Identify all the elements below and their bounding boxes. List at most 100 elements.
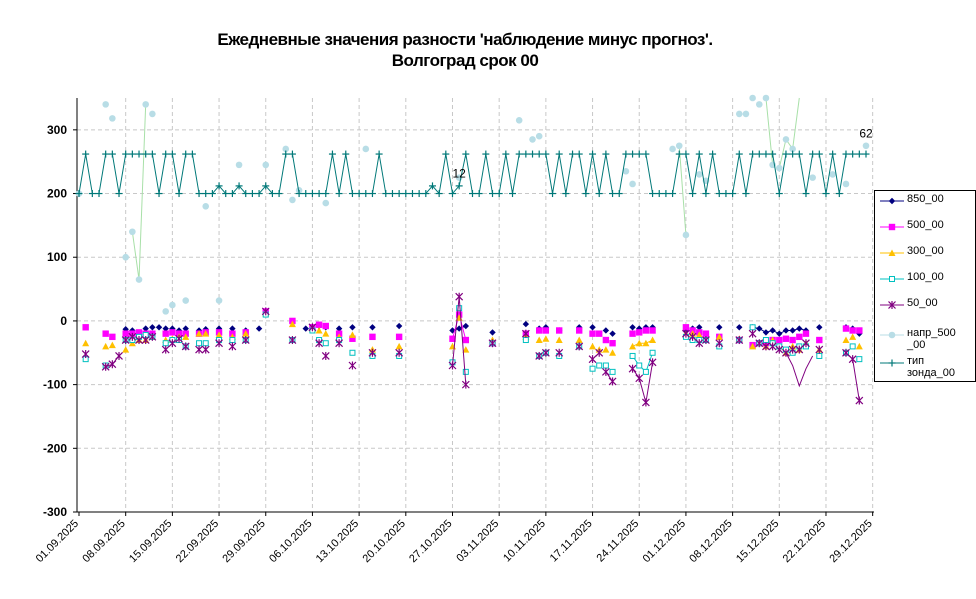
series-1-point xyxy=(462,336,470,344)
series-0-point xyxy=(636,325,643,332)
series-6-point xyxy=(402,190,410,198)
series-5-point xyxy=(149,110,156,118)
series-4-point xyxy=(141,336,150,345)
y-tick-label: 200 xyxy=(47,187,67,201)
series-3-point xyxy=(522,337,529,344)
series-4-point xyxy=(488,339,497,348)
series-1-point xyxy=(109,333,116,341)
series-4-point xyxy=(601,367,610,376)
series-6-point xyxy=(849,150,857,158)
series-4-point xyxy=(755,339,764,348)
series-2-point xyxy=(215,331,223,338)
x-tick-label: 08.12.2025 xyxy=(687,518,734,565)
series-6-point xyxy=(235,182,243,190)
series-0-point xyxy=(489,329,496,336)
series-2-point xyxy=(108,341,116,349)
series-6-point xyxy=(382,190,390,198)
series-0-point xyxy=(589,324,596,331)
series-5-point xyxy=(515,116,523,124)
series-0-point xyxy=(229,325,236,332)
series-6-line xyxy=(78,153,866,195)
series-3-point xyxy=(629,352,636,359)
series-6-point xyxy=(222,190,230,198)
legend-item-850: 850_00 xyxy=(875,193,975,219)
series-4-point xyxy=(595,348,604,357)
series-5-point xyxy=(775,164,783,172)
series-6-point xyxy=(155,190,163,198)
series-0-point xyxy=(769,327,776,334)
series-2-point xyxy=(642,339,650,347)
legend-marker-300 xyxy=(880,249,904,256)
series-2-point xyxy=(535,336,543,344)
series-2-point xyxy=(855,342,863,350)
series-6-point xyxy=(215,182,223,190)
legend-marker-850 xyxy=(880,197,904,205)
series-4-point xyxy=(168,339,177,348)
series-2-point xyxy=(542,335,550,342)
series-6-point xyxy=(448,190,456,198)
series-6-point xyxy=(342,150,350,158)
series-0-point xyxy=(182,325,189,332)
series-2-point xyxy=(102,342,110,350)
series-4-point xyxy=(81,350,90,359)
series-2-segment xyxy=(632,339,653,347)
series-5-point xyxy=(282,145,290,153)
series-5-point xyxy=(782,136,790,143)
legend-item-100: 100_00 xyxy=(875,271,975,297)
series-6-point xyxy=(569,150,577,158)
series-4-point xyxy=(775,345,784,354)
series-6-point xyxy=(95,190,103,198)
series-4-point xyxy=(148,332,157,341)
series-6-point xyxy=(722,190,730,198)
y-tick-label: 100 xyxy=(47,250,67,264)
series-4-point xyxy=(768,342,777,351)
series-4-point xyxy=(782,348,790,357)
x-tick-label: 08.09.2025 xyxy=(80,518,127,565)
series-3-point xyxy=(762,337,769,344)
series-6-point xyxy=(769,150,777,158)
series-6-point xyxy=(282,150,290,158)
series-1-point xyxy=(802,330,810,337)
series-4-segment xyxy=(785,352,814,388)
series-4-point xyxy=(648,358,657,367)
series-4-point xyxy=(261,307,270,316)
series-4-point xyxy=(175,334,183,343)
x-tick-label: 10.11.2025 xyxy=(501,518,548,565)
series-1-point xyxy=(395,333,403,341)
series-4-point xyxy=(535,351,544,360)
series-6-point xyxy=(575,150,583,158)
series-5-point xyxy=(762,94,770,102)
x-tick-label: 22.12.2025 xyxy=(781,518,828,565)
series-6-point xyxy=(842,150,850,158)
series-6-point xyxy=(148,150,156,158)
series-2-point xyxy=(749,342,757,350)
series-3-point xyxy=(589,365,596,372)
legend-marker-50 xyxy=(880,301,904,309)
series-6-point xyxy=(308,190,316,198)
series-6-point xyxy=(248,190,256,198)
series-6-point xyxy=(655,190,663,198)
series-1-point xyxy=(102,330,109,337)
series-6-point xyxy=(428,182,436,190)
series-3-point xyxy=(849,343,856,350)
series-6-point xyxy=(255,190,263,198)
series-6-point xyxy=(88,190,96,198)
legend: 850_00 500_00 300_00 100_00 50_00 напр_5… xyxy=(874,190,976,382)
series-2-point xyxy=(322,330,330,337)
series-0-point xyxy=(776,330,783,337)
series-6-point xyxy=(862,150,870,158)
series-6-point xyxy=(315,190,323,198)
series-4 xyxy=(81,292,864,407)
legend-symbol xyxy=(888,197,896,205)
series-6-point xyxy=(348,190,356,198)
series-4-point xyxy=(348,361,357,370)
series-3-point xyxy=(642,368,649,375)
series-6-point xyxy=(789,150,797,158)
series-5-point xyxy=(135,276,143,283)
series-2-point xyxy=(635,339,643,347)
series-4-point xyxy=(635,374,644,383)
legend-label-100: 100_00 xyxy=(907,271,944,283)
series-1-point xyxy=(322,322,329,330)
series-3-point xyxy=(349,349,356,356)
series-6-point xyxy=(595,190,603,198)
